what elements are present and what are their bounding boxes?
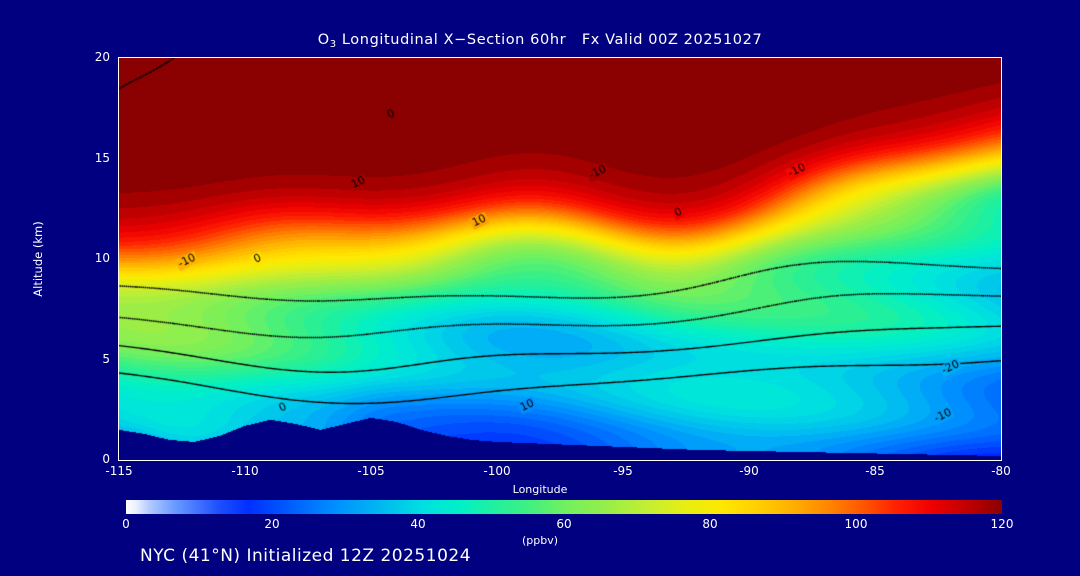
colorbar-tick-120: 120 xyxy=(990,517,1014,531)
title-subscript: 3 xyxy=(329,39,337,50)
colorbar-unit-label: (ppbv) xyxy=(521,534,559,547)
title-species: O xyxy=(317,32,330,48)
x-tick--100: -100 xyxy=(483,464,511,478)
x-axis-label: Longitude xyxy=(512,483,568,496)
y-tick-15: 15 xyxy=(94,150,110,165)
ozone-heatmap-canvas xyxy=(119,58,1001,460)
x-tick--95: -95 xyxy=(613,464,633,478)
figure-caption: NYC (41°N) Initialized 12Z 20251024 xyxy=(140,546,472,566)
title-rest: Longitudinal X−Section 60hr Fx Valid 00Z… xyxy=(336,32,763,48)
colorbar-tick-20: 20 xyxy=(264,517,280,531)
y-tick-20: 20 xyxy=(94,50,110,64)
y-tick-10: 10 xyxy=(94,251,110,265)
colorbar-tick-60: 60 xyxy=(556,517,572,531)
y-axis-label: Altitude (km) xyxy=(31,221,45,297)
cross-section-plot xyxy=(118,57,1002,461)
x-tick--85: -85 xyxy=(865,464,885,478)
colorbar-tick-40: 40 xyxy=(410,517,426,531)
colorbar-gradient xyxy=(126,500,1002,514)
x-tick--105: -105 xyxy=(357,464,385,478)
colorbar xyxy=(126,500,1002,514)
figure-title: O3 Longitudinal X−Section 60hr Fx Valid … xyxy=(0,32,1080,50)
y-tick-0: 0 xyxy=(102,452,110,466)
x-tick--80: -80 xyxy=(991,464,1011,478)
colorbar-tick-0: 0 xyxy=(122,517,130,531)
colorbar-tick-100: 100 xyxy=(844,517,868,531)
colorbar-tick-80: 80 xyxy=(702,517,718,531)
x-tick--110: -110 xyxy=(231,464,259,478)
x-tick--115: -115 xyxy=(105,464,133,478)
x-tick--90: -90 xyxy=(739,464,759,478)
y-tick-5: 5 xyxy=(102,351,110,366)
